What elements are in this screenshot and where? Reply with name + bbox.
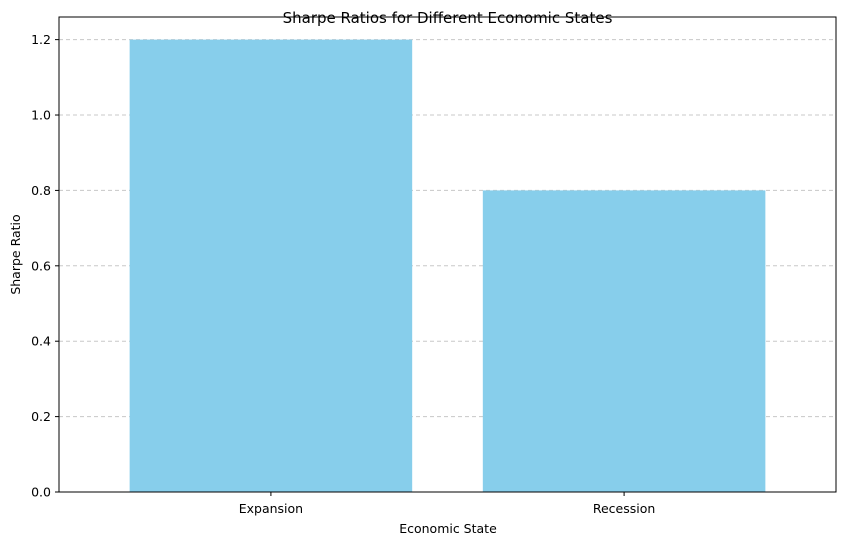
plot-frame: [58, 16, 837, 493]
y-axis-label: Sharpe Ratio: [8, 214, 23, 294]
tick-layer: 0.0 0.2 0.4 0.6 0.8 1.0 1.2 Expansion Recession: [31, 32, 655, 516]
y-tick-label: 0.0: [31, 485, 51, 500]
bar-layer: [129, 39, 766, 492]
y-tick-label: 1.0: [31, 108, 51, 123]
bar-recession: [482, 190, 766, 492]
x-axis-label: Economic State: [399, 521, 497, 536]
chart-title: Sharpe Ratios for Different Economic Sta…: [283, 9, 613, 27]
y-tick-label: 0.2: [31, 409, 51, 424]
y-tick-label: 1.2: [31, 32, 51, 47]
x-tick-label: Expansion: [239, 501, 303, 516]
y-tick-label: 0.6: [31, 258, 51, 273]
bar-expansion: [129, 39, 413, 492]
y-tick-label: 0.8: [31, 183, 51, 198]
x-tick-label: Recession: [593, 501, 655, 516]
y-tick-label: 0.4: [31, 334, 51, 349]
